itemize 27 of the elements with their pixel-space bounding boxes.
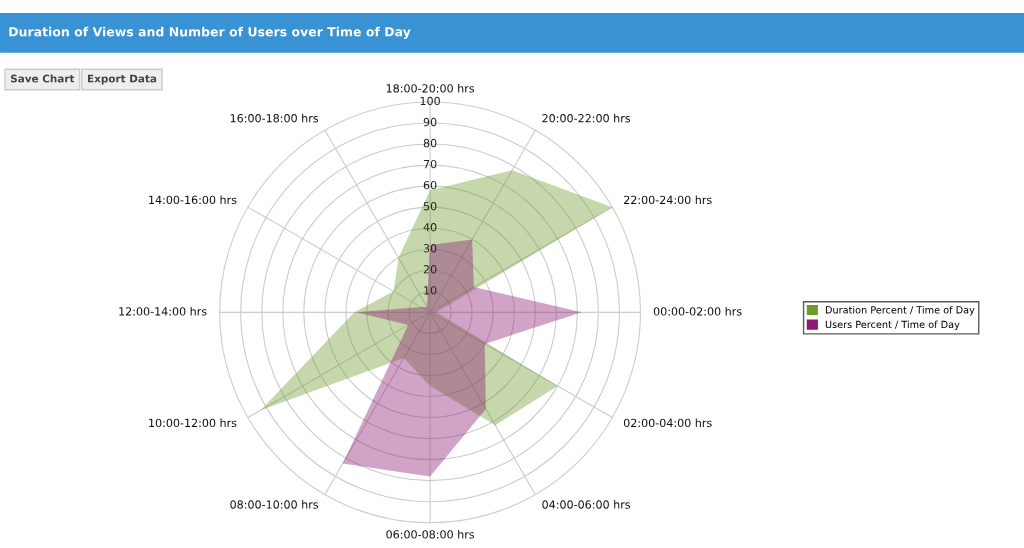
spoke-label: 02:00-04:00 hrs <box>623 418 712 428</box>
spoke-label: 14:00-16:00 hrs <box>149 195 237 205</box>
spoke-label: 08:00-10:00 hrs <box>230 500 319 509</box>
spoke-label: 10:00-12:00 hrs <box>149 418 237 428</box>
text: Export Data <box>88 74 157 85</box>
spoke-label: 16:00-18:00 hrs <box>230 113 319 123</box>
y-tick-label: 20 <box>423 265 437 274</box>
y-tick-label: 100 <box>420 96 440 106</box>
spoke-label: 18:00-20:00 hrs <box>386 83 475 93</box>
text: Save Chart <box>10 74 75 83</box>
y-tick-label: 80 <box>423 138 437 148</box>
y-tick-label: 70 <box>423 159 437 169</box>
y-tick-label: 30 <box>423 244 437 253</box>
spoke-label: 22:00-24:00 hrs <box>624 195 712 205</box>
y-tick-label: 10 <box>424 286 437 295</box>
spoke-label: 04:00-06:00 hrs <box>542 500 631 509</box>
chart-title: Duration of Views and Number of Users over Time of Day <box>9 26 411 39</box>
y-tick-label: 40 <box>423 223 437 232</box>
spoke-label: 12:00-14:00 hrs <box>119 306 207 316</box>
y-tick-label: 90 <box>423 117 437 127</box>
spoke-label: 20:00-22:00 hrs <box>542 113 631 123</box>
y-tick-label: 60 <box>423 180 437 190</box>
spoke-label: 00:00-02:00 hrs <box>653 306 742 316</box>
legend-label: Users Percent / Time of Day <box>825 320 960 330</box>
legend-label: Duration Percent / Time of Day <box>825 306 975 316</box>
y-tick-label: 50 <box>423 201 437 211</box>
spoke-label: 06:00-08:00 hrs <box>386 530 475 539</box>
